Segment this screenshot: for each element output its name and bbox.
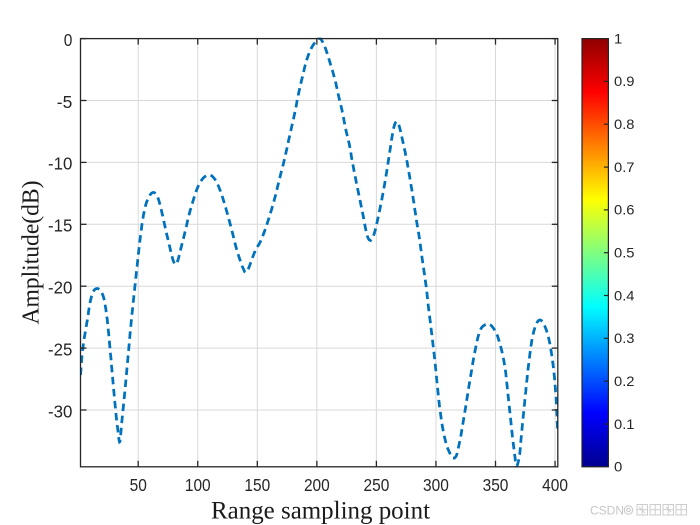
svg-text:0.9: 0.9 xyxy=(614,74,635,89)
svg-text:400: 400 xyxy=(542,475,568,495)
svg-text:0.1: 0.1 xyxy=(614,417,635,432)
svg-text:0.2: 0.2 xyxy=(614,374,635,389)
svg-text:0.6: 0.6 xyxy=(614,203,635,218)
svg-text:Range sampling point: Range sampling point xyxy=(211,496,430,525)
svg-text:-15: -15 xyxy=(48,216,72,236)
svg-text:250: 250 xyxy=(364,475,390,495)
svg-text:0.4: 0.4 xyxy=(614,288,635,303)
svg-text:50: 50 xyxy=(130,475,147,495)
svg-text:350: 350 xyxy=(483,475,509,495)
svg-text:300: 300 xyxy=(423,475,449,495)
svg-text:0: 0 xyxy=(614,460,622,475)
svg-text:0.8: 0.8 xyxy=(614,117,635,132)
svg-text:100: 100 xyxy=(185,475,211,495)
svg-text:-30: -30 xyxy=(48,401,73,421)
svg-text:-20: -20 xyxy=(48,278,73,298)
svg-text:-5: -5 xyxy=(57,92,73,112)
svg-text:CSDN: CSDN xyxy=(590,504,624,518)
svg-text:0.5: 0.5 xyxy=(614,246,635,261)
svg-text:Amplitude(dB): Amplitude(dB) xyxy=(18,181,45,325)
svg-text:-10: -10 xyxy=(48,154,73,174)
svg-text:-25: -25 xyxy=(48,339,72,359)
svg-text:0: 0 xyxy=(64,30,73,50)
svg-text:1: 1 xyxy=(614,31,622,46)
svg-text:0.3: 0.3 xyxy=(614,331,635,346)
svg-text:0.7: 0.7 xyxy=(614,160,635,175)
svg-text:200: 200 xyxy=(304,475,330,495)
svg-text:150: 150 xyxy=(244,475,270,495)
